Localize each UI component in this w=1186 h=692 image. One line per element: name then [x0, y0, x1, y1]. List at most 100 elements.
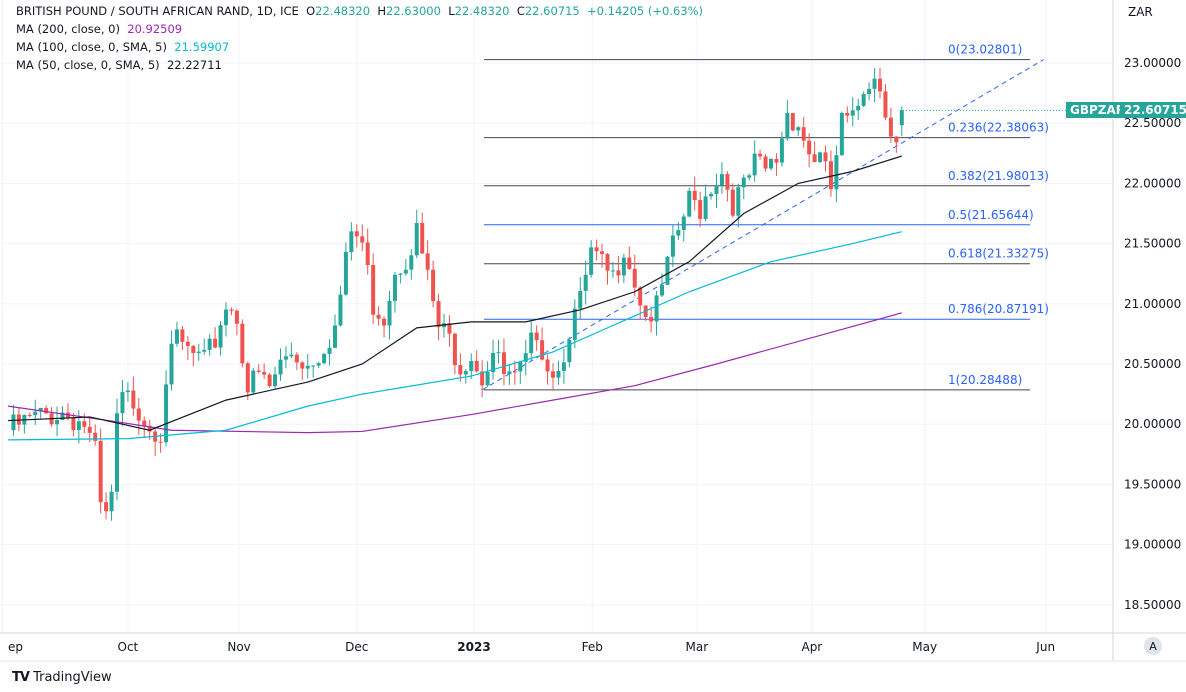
candle-body [327, 347, 332, 354]
candle-body [878, 78, 882, 92]
candle-body [322, 353, 327, 364]
candle-body [491, 352, 496, 373]
candle-body [115, 413, 119, 492]
x-tick-label: Oct [118, 640, 139, 654]
indicator-label: MA (100, close, 0, SMA, 5) [16, 40, 167, 54]
candle-body [207, 338, 212, 350]
close-value: 22.60715 [524, 4, 580, 18]
candle-body [561, 362, 566, 371]
candle-body [27, 414, 32, 416]
candle-body [431, 269, 436, 302]
candle-body [774, 158, 779, 163]
y-tick-label: 23.00000 [1124, 56, 1181, 70]
candle-body [191, 345, 196, 354]
candle-body [71, 417, 76, 431]
auto-scale-button[interactable] [1144, 637, 1162, 655]
candle-body [447, 323, 452, 334]
candle-body [850, 110, 855, 116]
candle-body [267, 374, 272, 387]
candle-body [158, 441, 163, 443]
candle-body [93, 432, 98, 441]
candle-body [474, 360, 479, 372]
candle-body [572, 308, 577, 340]
candle-body [758, 153, 763, 157]
currency-label: ZAR [1128, 5, 1153, 19]
candle-body [496, 352, 501, 354]
candle-body [867, 88, 872, 94]
candle-body [872, 78, 877, 89]
candle-body [458, 365, 463, 375]
candle-body [627, 257, 632, 269]
candle-body [174, 329, 179, 344]
candle-body [540, 340, 545, 360]
candle-body [202, 349, 207, 352]
candle-body [82, 421, 87, 427]
y-tick-label: 19.00000 [1124, 538, 1181, 552]
open-label: O [306, 4, 316, 18]
candle-body [147, 425, 152, 432]
candle-body [752, 153, 757, 176]
candle-body [578, 290, 583, 309]
candle-body [654, 295, 659, 322]
candle-body [676, 230, 681, 236]
indicator-ma100[interactable]: MA (100, close, 0, SMA, 5) 21.59907 [16, 40, 229, 54]
ma-line-ma200 [7, 312, 902, 434]
indicator-ma50[interactable]: MA (50, close, 0, SMA, 5) 22.22711 [16, 58, 222, 72]
high-label: H [377, 4, 387, 18]
candle-body [719, 174, 724, 186]
y-tick-label: 21.50000 [1124, 237, 1181, 251]
candle-body [305, 365, 310, 369]
candle-body [300, 362, 305, 369]
candle-body [251, 370, 256, 393]
high-value: 22.63000 [386, 4, 441, 18]
indicator-label: MA (50, close, 0, SMA, 5) [16, 58, 160, 72]
candle-body [856, 105, 861, 111]
candle-body [812, 154, 817, 163]
indicator-value: 22.22711 [166, 58, 222, 72]
candle-body [507, 371, 512, 374]
candle-body [545, 359, 550, 372]
y-tick-label: 22.00000 [1124, 176, 1181, 190]
candle-body [736, 187, 741, 216]
candle-body [687, 190, 692, 217]
candle-body [888, 117, 893, 137]
candle-body [278, 359, 283, 375]
candle-body [420, 222, 425, 254]
candle-body [807, 140, 812, 155]
candle-body [534, 332, 539, 341]
candle-body [234, 310, 239, 324]
candle-body [273, 374, 278, 387]
candle-body [76, 421, 81, 431]
open-value: 22.48320 [315, 4, 371, 18]
candle-body [883, 91, 888, 118]
indicator-label: MA (200, close, 0) [16, 22, 120, 36]
candle-body [681, 216, 686, 231]
candle-body [801, 127, 806, 141]
candle-body [834, 155, 839, 190]
candle-body [779, 138, 784, 163]
candle-body [343, 251, 348, 295]
candle-body [218, 325, 223, 348]
candle-body [747, 175, 752, 178]
candle-body [632, 268, 637, 288]
candle-body [224, 309, 228, 326]
candle-body [567, 339, 572, 363]
candle-body [485, 372, 490, 386]
fib-level-label: 1(20.28488) [948, 373, 1022, 387]
indicator-ma200[interactable]: MA (200, close, 0) 20.92509 [16, 22, 182, 36]
ma-line-ma50 [7, 155, 902, 431]
candle-body [551, 371, 555, 378]
candle-body [33, 411, 38, 416]
tradingview-logo[interactable]: TV TradingView [12, 670, 112, 685]
candle-body [409, 255, 414, 270]
candle-body [38, 407, 43, 412]
x-tick-label: Dec [345, 640, 368, 654]
candle-body [87, 426, 92, 433]
candle-body [403, 269, 408, 274]
candle-body [425, 253, 430, 270]
candle-body [392, 274, 397, 301]
candle-body [185, 341, 190, 346]
candle-body [610, 270, 615, 272]
